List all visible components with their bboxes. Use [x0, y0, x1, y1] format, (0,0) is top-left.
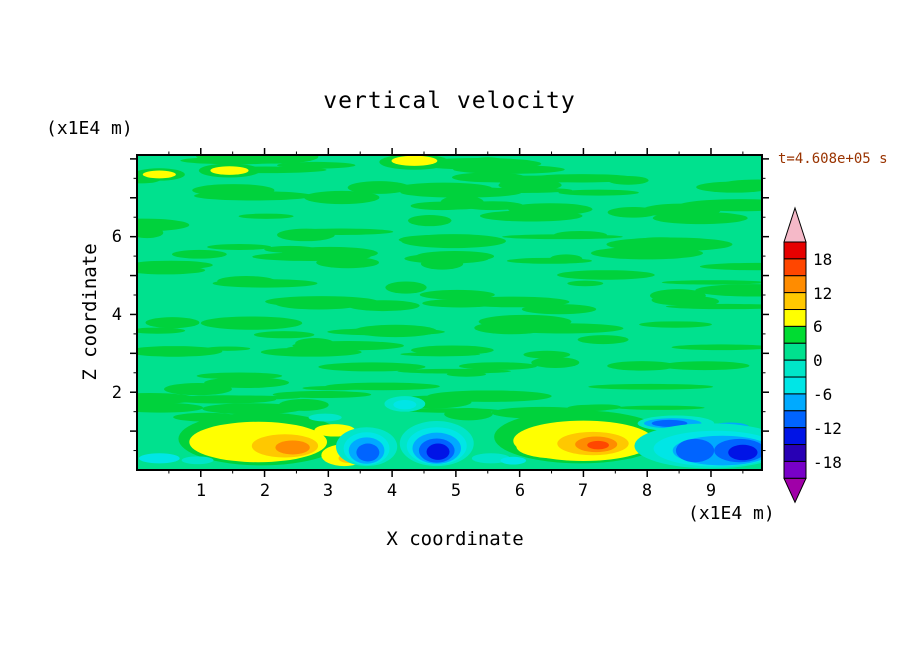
x-tick-label-7: 7 [577, 481, 589, 501]
colorbar [783, 206, 807, 504]
y-axis-unit: (x1E4 m) [46, 118, 133, 139]
colorbar-label-12: 12 [813, 284, 833, 303]
y-tick-label-4: 4 [111, 305, 122, 325]
time-annotation: t=4.608e+05 s [778, 151, 888, 167]
x-tick-label-9: 9 [705, 481, 717, 501]
colorbar-label-neg6: -6 [813, 385, 833, 404]
colorbar-label-0: 0 [813, 351, 823, 370]
x-tick-label-8: 8 [641, 481, 653, 501]
colorbar-label-neg12: -12 [813, 419, 842, 438]
y-tick-label-6: 6 [111, 227, 122, 247]
colorbar-label-6: 6 [813, 317, 823, 336]
x-tick-label-2: 2 [259, 481, 271, 501]
y-tick-label-2: 2 [111, 383, 122, 403]
x-tick-label-1: 1 [195, 481, 207, 501]
x-tick-label-6: 6 [514, 481, 526, 501]
x-axis-unit: (x1E4 m) [688, 503, 775, 524]
x-axis-label: X coordinate [386, 528, 524, 550]
x-tick-label-4: 4 [386, 481, 398, 501]
chart-title: vertical velocity [323, 88, 576, 114]
colorbar-label-neg18: -18 [813, 453, 842, 472]
contour-plot-area [130, 148, 769, 477]
x-tick-label-5: 5 [450, 481, 462, 501]
colorbar-label-18: 18 [813, 250, 833, 269]
x-tick-label-3: 3 [322, 481, 334, 501]
